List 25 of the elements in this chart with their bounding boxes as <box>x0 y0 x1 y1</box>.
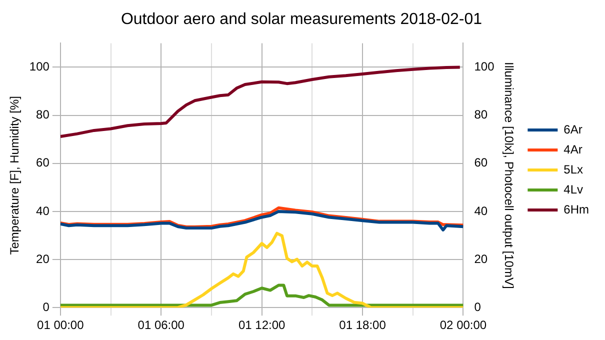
y2-tick-label: 20 <box>474 252 488 266</box>
legend-label: 4Ar <box>564 142 582 156</box>
y2-axis-title: Illuminance [10lx], Photocell output [10mV] <box>502 62 516 289</box>
y2-tick-label: 80 <box>474 108 488 122</box>
x-tick-label: 01 12:00 <box>238 318 286 332</box>
x-tick-label: 02 00:00 <box>440 318 487 332</box>
y-tick-label: 80 <box>36 108 50 122</box>
y-tick-label: 60 <box>36 156 50 170</box>
y-tick-label: 0 <box>42 300 50 314</box>
chart-title: Outdoor aero and solar measurements 2018-02-01 <box>120 11 482 28</box>
y2-tick-label: 100 <box>474 60 495 74</box>
legend-label: 4Lv <box>564 182 584 196</box>
y-tick-label: 40 <box>36 204 50 218</box>
y-tick-label: 20 <box>36 252 50 266</box>
legend-label: 5Lx <box>564 162 584 176</box>
legend-label: 6Hm <box>564 202 590 216</box>
y-axis-title: Temperature [F], Humidity [%] <box>8 96 22 255</box>
y2-tick-label: 60 <box>474 156 488 170</box>
x-tick-label: 01 18:00 <box>339 318 386 332</box>
y2-tick-label: 0 <box>474 300 482 314</box>
y2-tick-label: 40 <box>474 204 488 218</box>
legend-label: 6Ar <box>564 122 582 136</box>
x-tick-label: 01 00:00 <box>37 318 84 332</box>
y-tick-label: 100 <box>29 60 50 74</box>
x-tick-label: 01 06:00 <box>138 318 185 332</box>
